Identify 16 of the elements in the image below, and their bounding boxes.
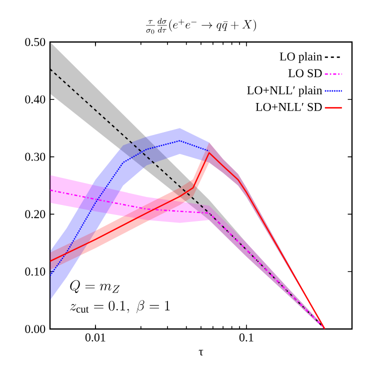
y-tick-label: 0.30 [25, 152, 46, 161]
x-axis-title: τ [198, 350, 204, 356]
y-tick-label: 0.20 [25, 210, 46, 218]
legend-label: LO plain [280, 52, 322, 63]
y-tick-label: 0.00 [25, 324, 46, 334]
y-tick-label: 0.50 [25, 38, 46, 46]
chart-title: $\frac{\tau}{\sigma_0}\frac{d\sigma}{d\tau}(e^+e^-\to q\bar{q}+X)$ [146, 18, 256, 34]
x-tick-label: 0.01 [85, 333, 106, 342]
x-tick-label: 0.1 [239, 333, 254, 342]
annotation: $Q = m_Z$ [70, 280, 120, 294]
y-tick-label: 0.40 [25, 95, 46, 104]
legend-label: LO SD [288, 69, 322, 78]
legend-label: LO+NLL′ SD [256, 102, 322, 111]
legend-label: LO+NLL′ plain [247, 86, 322, 97]
y-tick-label: 0.10 [25, 268, 46, 276]
annotation: $z_{\mathrm{cut}} = 0.1,\ \beta = 1$ [70, 300, 170, 314]
